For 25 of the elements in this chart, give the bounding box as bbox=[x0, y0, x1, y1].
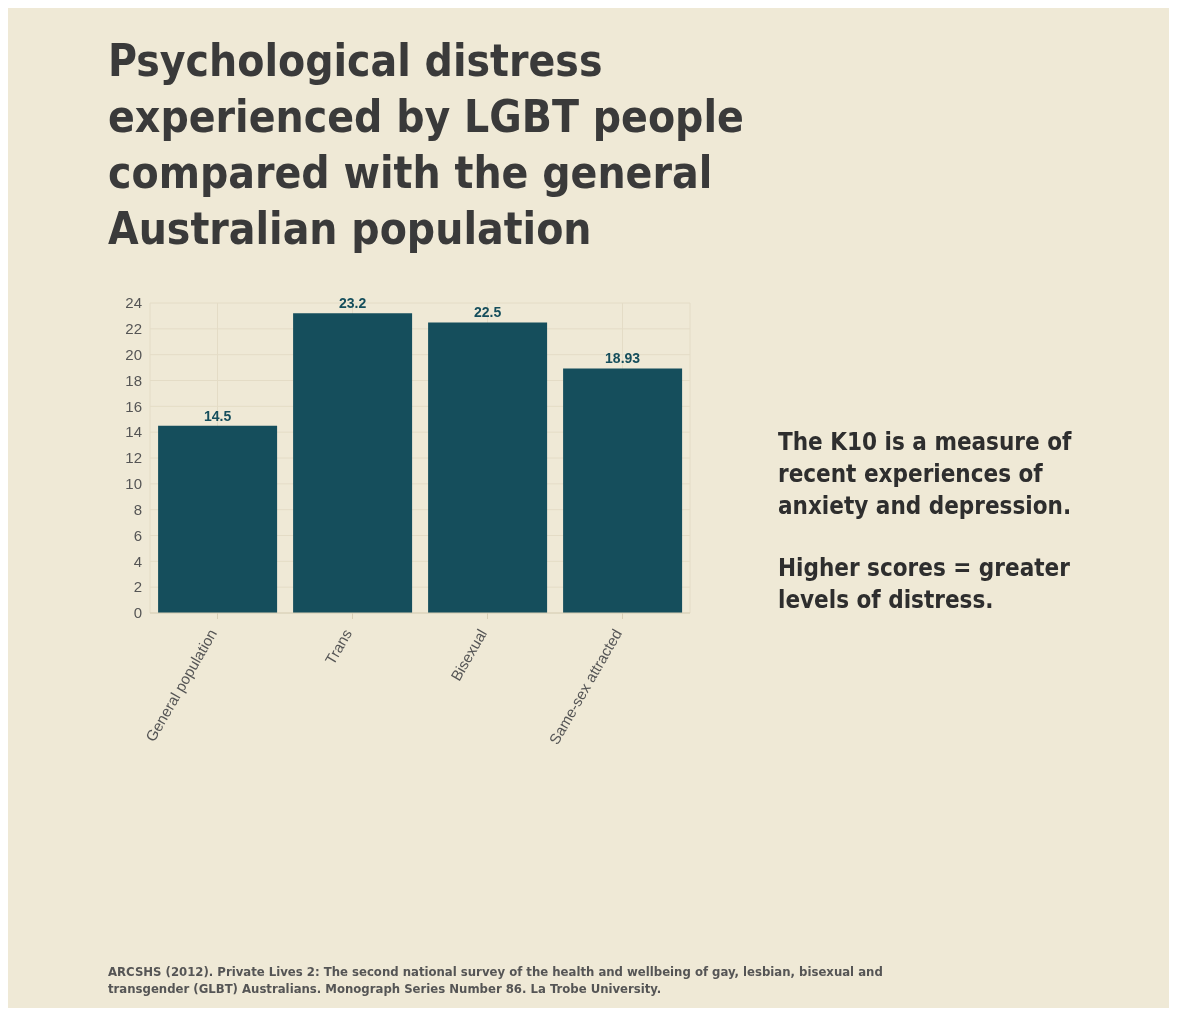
y-tick-label: 10 bbox=[125, 475, 142, 493]
bar bbox=[563, 368, 683, 613]
text: ARCSHS (2012). Private Lives 2: The second national survey of the health and wellbeing of gay, lesbian, bisexual and transgender (GLBT) Australians. Monograph Series Number 86. La Trobe University. bbox=[108, 963, 884, 997]
y-tick-label: 2 bbox=[133, 578, 142, 596]
data-label: 22.5 bbox=[473, 304, 502, 321]
data-label: 23.2 bbox=[338, 295, 367, 312]
text: The K10 is a measure of recent experiences of anxiety and depression. bbox=[778, 427, 1073, 522]
y-tick-label: 16 bbox=[125, 397, 142, 415]
bar bbox=[293, 313, 413, 613]
y-tick-label: 18 bbox=[125, 371, 142, 389]
y-tick-label: 4 bbox=[133, 552, 142, 570]
bar bbox=[158, 425, 278, 613]
y-tick-label: 14 bbox=[125, 423, 142, 441]
y-tick-label: 0 bbox=[133, 604, 142, 622]
data-label: 18.93 bbox=[605, 350, 641, 367]
y-tick-label: 8 bbox=[133, 500, 142, 518]
chart-title: Psychological distress experienced by LGBT people compared with the general Australian population bbox=[108, 34, 745, 256]
y-tick-label: 20 bbox=[125, 345, 142, 363]
data-label: 14.5 bbox=[203, 407, 232, 424]
text: Higher scores = greater levels of distress. bbox=[778, 553, 1071, 616]
y-tick-label: 24 bbox=[125, 294, 142, 312]
y-tick-label: 12 bbox=[125, 449, 142, 467]
y-tick-label: 22 bbox=[125, 320, 142, 338]
y-tick-label: 6 bbox=[133, 526, 142, 544]
bar bbox=[428, 322, 548, 613]
